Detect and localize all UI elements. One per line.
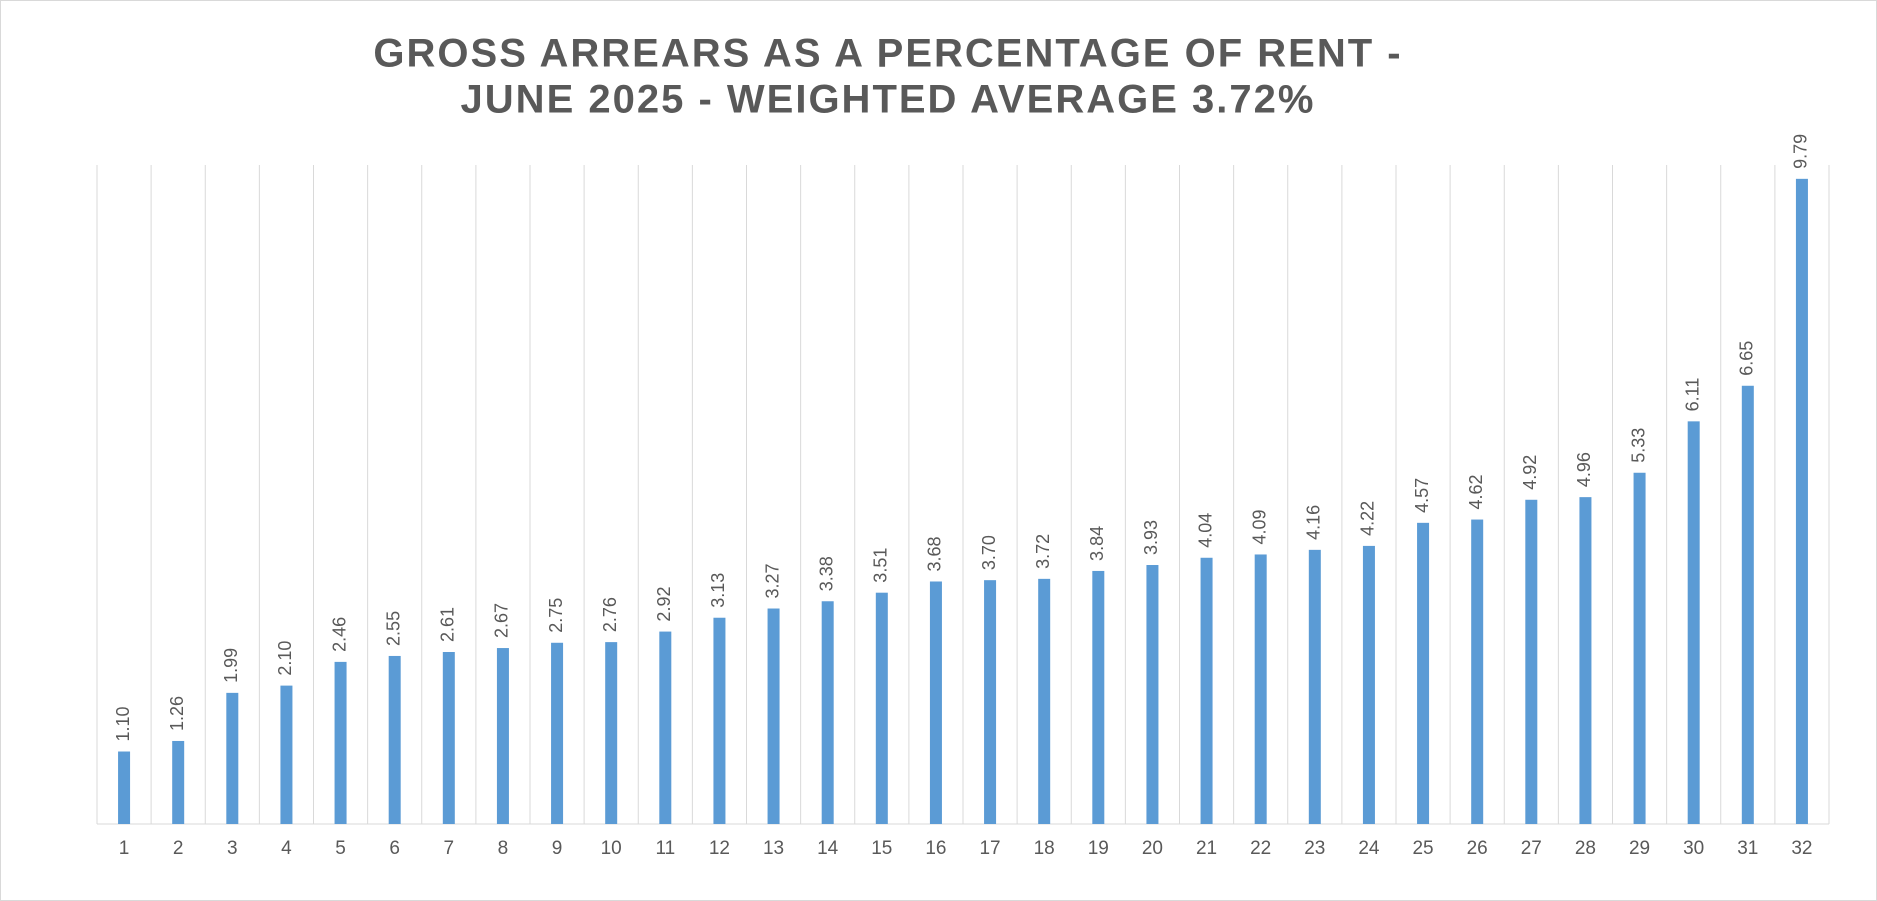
x-tick-label: 31 <box>1737 838 1758 859</box>
x-tick-label: 16 <box>925 838 946 859</box>
bar <box>1308 549 1321 824</box>
x-tick-label: 32 <box>1791 838 1812 859</box>
value-label: 4.92 <box>1520 455 1540 490</box>
value-label: 9.79 <box>1791 134 1811 169</box>
x-tick-label: 29 <box>1629 838 1650 859</box>
value-label: 2.75 <box>546 598 566 633</box>
x-tick-label: 11 <box>655 838 675 859</box>
value-label: 2.55 <box>383 611 403 646</box>
bar <box>1579 497 1592 824</box>
bar <box>118 751 131 824</box>
x-tick-label: 17 <box>979 838 1000 859</box>
bar <box>713 617 726 824</box>
value-label: 5.33 <box>1628 428 1648 463</box>
value-label: 2.76 <box>600 597 620 632</box>
value-label: 2.92 <box>654 587 674 622</box>
bar <box>1417 522 1430 824</box>
x-tick-label: 4 <box>281 838 292 859</box>
x-tick-label: 18 <box>1034 838 1055 859</box>
x-tick-label: 19 <box>1088 838 1109 859</box>
bar <box>1146 565 1159 824</box>
bar <box>929 581 942 824</box>
value-label: 2.61 <box>438 607 458 642</box>
value-label: 2.46 <box>329 617 349 652</box>
value-label: 1.26 <box>167 696 187 731</box>
x-tick-label: 5 <box>335 838 346 859</box>
bar <box>1741 385 1754 824</box>
bar <box>1633 472 1646 824</box>
value-label: 6.11 <box>1682 378 1702 412</box>
bar <box>1795 178 1808 825</box>
bar <box>1525 499 1538 824</box>
value-label: 1.99 <box>221 648 241 683</box>
value-label: 4.16 <box>1304 505 1324 540</box>
x-tick-label: 24 <box>1358 838 1380 859</box>
x-tick-label: 27 <box>1521 838 1542 859</box>
bar <box>1471 519 1484 824</box>
bar <box>280 685 293 824</box>
value-label: 3.51 <box>871 548 891 583</box>
chart-title: GROSS ARREARS AS A PERCENTAGE OF RENT - <box>373 32 1402 76</box>
value-label: 3.93 <box>1141 520 1161 555</box>
value-label: 2.67 <box>492 603 512 638</box>
bar <box>1038 578 1051 824</box>
x-tick-label: 23 <box>1304 838 1325 859</box>
x-tick-label: 26 <box>1467 838 1488 859</box>
x-tick-label: 1 <box>119 838 130 859</box>
x-tick-label: 15 <box>871 838 892 859</box>
bar <box>875 592 888 824</box>
value-label: 4.57 <box>1412 478 1432 513</box>
x-tick-label: 10 <box>601 838 622 859</box>
bar <box>605 642 618 824</box>
bar <box>388 655 401 824</box>
x-tick-label: 28 <box>1575 838 1596 859</box>
value-label: 2.10 <box>275 641 295 676</box>
bar <box>442 652 455 824</box>
value-label: 3.84 <box>1087 526 1107 561</box>
x-tick-label: 12 <box>709 838 730 859</box>
value-label: 3.38 <box>816 556 836 591</box>
x-tick-label: 7 <box>444 838 455 859</box>
value-label: 3.27 <box>762 563 782 598</box>
x-tick-label: 9 <box>552 838 563 859</box>
bar <box>767 608 780 824</box>
bar <box>821 601 834 824</box>
bar <box>984 580 997 824</box>
x-tick-label: 13 <box>763 838 784 859</box>
chart-title: JUNE 2025 - WEIGHTED AVERAGE 3.72% <box>461 78 1316 122</box>
x-tick-label: 8 <box>498 838 509 859</box>
x-tick-label: 21 <box>1196 838 1217 859</box>
bar <box>172 740 185 824</box>
bar <box>551 642 564 824</box>
bar <box>226 692 239 824</box>
x-tick-label: 14 <box>817 838 839 859</box>
value-label: 3.68 <box>925 536 945 571</box>
value-label: 3.70 <box>979 535 999 570</box>
bar <box>1254 554 1267 824</box>
bar <box>496 648 509 824</box>
value-label: 4.96 <box>1574 452 1594 487</box>
value-label: 1.10 <box>113 706 133 741</box>
bar <box>1092 570 1105 824</box>
bar <box>659 631 672 824</box>
value-label: 4.62 <box>1466 474 1486 509</box>
value-label: 4.09 <box>1249 509 1269 544</box>
bar <box>1200 557 1213 824</box>
value-label: 4.04 <box>1195 513 1215 548</box>
bar <box>334 661 347 824</box>
x-tick-label: 22 <box>1250 838 1271 859</box>
value-label: 3.13 <box>708 573 728 608</box>
value-label: 6.65 <box>1737 341 1757 376</box>
value-label: 3.72 <box>1033 534 1053 569</box>
x-tick-label: 30 <box>1683 838 1704 859</box>
bar <box>1687 421 1700 824</box>
x-tick-label: 3 <box>227 838 238 859</box>
x-tick-label: 6 <box>389 838 400 859</box>
x-tick-label: 2 <box>173 838 184 859</box>
bar <box>1362 545 1375 824</box>
x-tick-label: 20 <box>1142 838 1163 859</box>
x-tick-label: 25 <box>1412 838 1433 859</box>
value-label: 4.22 <box>1358 501 1378 536</box>
